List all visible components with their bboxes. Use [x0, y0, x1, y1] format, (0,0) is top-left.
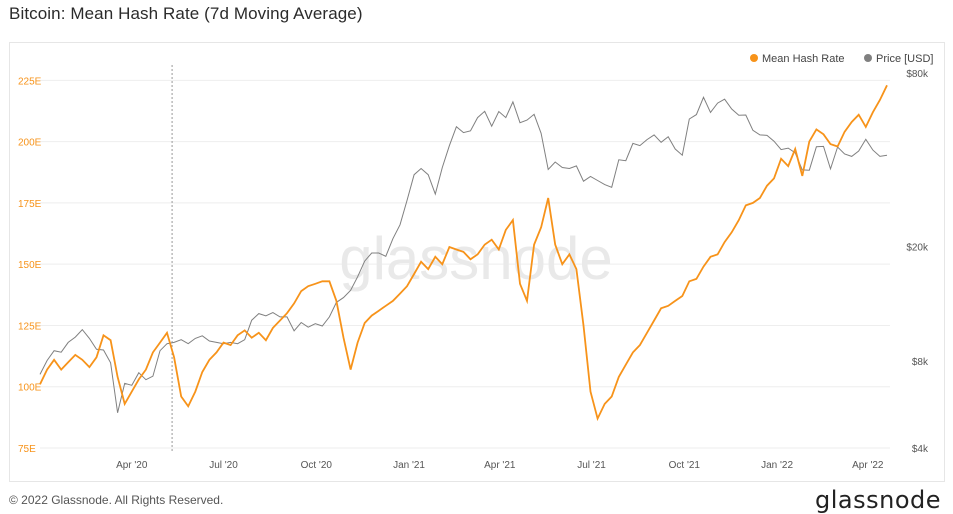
x-tick-label: Jul '20	[209, 460, 238, 471]
y-left-tick-label: 175E	[18, 199, 42, 210]
grid	[40, 79, 890, 449]
hash-rate-series-line	[39, 84, 888, 422]
x-tick-label: Jan '21	[393, 460, 425, 471]
legend-price-label[interactable]: Price [USD]	[876, 53, 933, 65]
y-left-tick-label: 200E	[18, 138, 42, 149]
chart-panel: glassnode 75E 100E 125E 150E 175E 200E 225E $4…	[9, 42, 945, 482]
x-tick-label: Jul '21	[577, 460, 606, 471]
y-right-tick-label: $8k	[912, 357, 929, 368]
y-axis-left: 75E 100E 125E 150E 175E 200E 225E	[18, 76, 42, 455]
y-left-tick-label: 150E	[18, 260, 42, 271]
x-tick-label: Apr '21	[484, 460, 516, 471]
price-series-line	[39, 96, 888, 413]
y-left-tick-label: 225E	[18, 76, 42, 87]
legend-hash-rate-swatch	[750, 54, 758, 62]
copyright: © 2022 Glassnode. All Rights Reserved.	[9, 493, 224, 507]
x-tick-label: Oct '20	[301, 460, 333, 471]
brand-logo: glassnode	[814, 486, 941, 514]
x-tick-label: Apr '20	[116, 460, 148, 471]
legend-hash-rate-label[interactable]: Mean Hash Rate	[762, 53, 845, 65]
chart-title: Bitcoin: Mean Hash Rate (7d Moving Avera…	[9, 4, 363, 23]
y-left-tick-label: 100E	[18, 383, 42, 394]
y-left-tick-label: 75E	[18, 444, 36, 455]
y-left-tick-label: 125E	[18, 321, 42, 332]
y-right-tick-label: $20k	[906, 243, 929, 254]
y-right-tick-label: $4k	[912, 444, 929, 455]
legend[interactable]: Mean Hash Rate Price [USD]	[750, 53, 933, 65]
x-tick-label: Oct '21	[669, 460, 701, 471]
y-axis-right: $4k $8k $20k $80k	[906, 69, 929, 455]
x-axis: Apr '20 Jul '20 Oct '20 Jan '21 Apr '21 Jul '…	[116, 460, 884, 471]
y-right-tick-label: $80k	[906, 69, 929, 80]
legend-price-swatch	[864, 54, 872, 62]
x-tick-label: Jan '22	[761, 460, 793, 471]
x-tick-label: Apr '22	[852, 460, 884, 471]
